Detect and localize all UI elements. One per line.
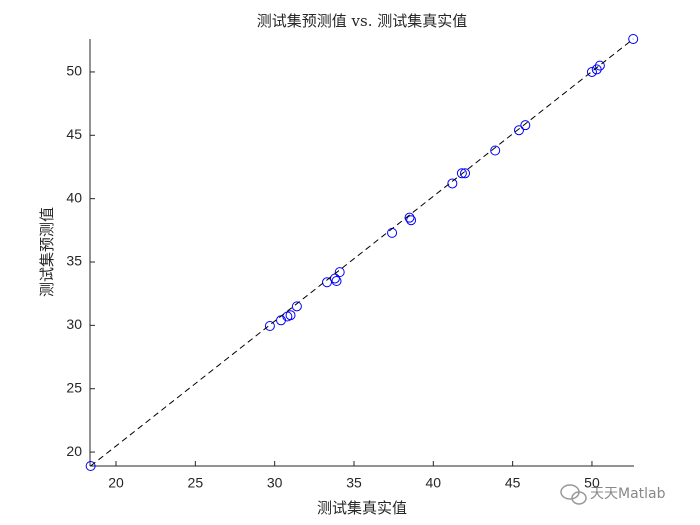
y-tick-label: 30 xyxy=(66,316,82,332)
reference-line xyxy=(90,38,634,467)
x-tick-label: 35 xyxy=(346,475,362,491)
point xyxy=(513,125,524,136)
y-tick-label: 50 xyxy=(66,63,82,79)
point xyxy=(331,276,342,287)
point xyxy=(520,120,531,131)
point xyxy=(591,64,602,75)
point xyxy=(456,168,467,179)
y-tick-label: 25 xyxy=(66,379,82,395)
point xyxy=(447,178,458,189)
x-tick-label: 25 xyxy=(188,475,204,491)
point xyxy=(334,267,345,278)
point xyxy=(291,301,302,312)
y-tick-label: 20 xyxy=(66,443,82,459)
point xyxy=(264,320,275,331)
point xyxy=(406,215,417,226)
x-tick-label: 30 xyxy=(267,475,283,491)
point xyxy=(322,277,333,288)
y-tick-label: 40 xyxy=(66,189,82,205)
point xyxy=(586,66,597,77)
point xyxy=(404,212,415,223)
x-tick-label: 45 xyxy=(505,475,521,491)
point xyxy=(387,227,398,238)
point xyxy=(490,145,501,156)
watermark-icon xyxy=(560,484,587,505)
point xyxy=(85,461,96,471)
point xyxy=(460,168,471,179)
chart-title: 测试集预测值 vs. 测试集真实值 xyxy=(257,12,467,30)
x-tick-label: 40 xyxy=(426,475,442,491)
point xyxy=(285,310,296,321)
point xyxy=(594,60,605,71)
y-axis-label: 测试集预测值 xyxy=(38,207,56,297)
point xyxy=(628,34,639,44)
y-tick-label: 45 xyxy=(66,126,82,142)
x-axis-label: 测试集真实值 xyxy=(317,499,407,517)
x-tick-label: 50 xyxy=(584,475,600,491)
watermark: 天天Matlab xyxy=(590,486,666,502)
x-tick-label: 20 xyxy=(108,475,124,491)
y-tick-label: 35 xyxy=(66,253,82,269)
